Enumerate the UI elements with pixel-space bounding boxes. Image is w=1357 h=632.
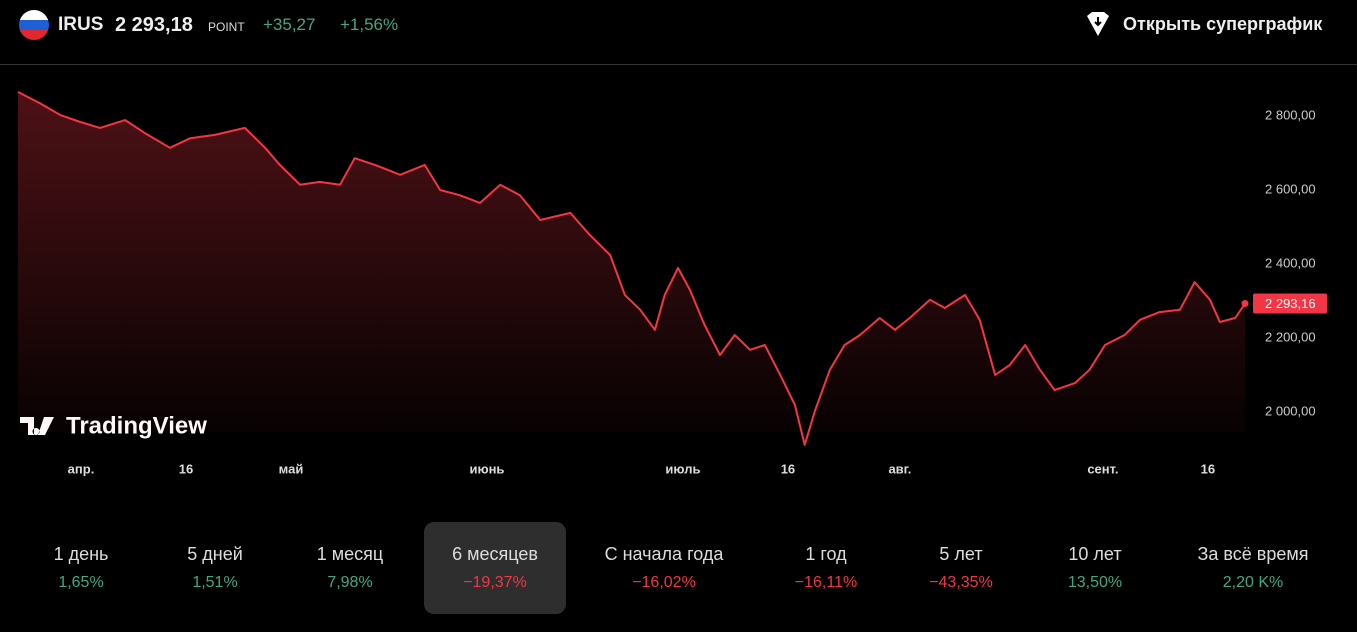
period-tab[interactable]: 5 лет −43,35% (890, 522, 1032, 614)
supergraph-icon[interactable] (1084, 10, 1112, 38)
period-change: 1,51% (192, 574, 238, 591)
period-label: 10 лет (1068, 544, 1122, 564)
x-tick-label: 16 (1201, 461, 1215, 476)
last-price-box (1253, 293, 1327, 314)
y-tick-label: 2 600,00 (1265, 181, 1316, 196)
flag-icon (19, 10, 49, 40)
x-tick-label: сент. (1087, 461, 1118, 476)
last-price-label: 2 293,16 (1265, 296, 1316, 311)
period-tab[interactable]: 6 месяцев −19,37% (424, 522, 566, 614)
x-tick-label: апр. (68, 461, 95, 476)
period-tab[interactable]: 5 дней 1,51% (144, 522, 286, 614)
x-tick-label: июль (665, 461, 700, 476)
period-tab[interactable]: 1 день 1,65% (10, 522, 152, 614)
period-change: 1,65% (58, 574, 104, 591)
period-change: −16,11% (794, 574, 858, 591)
change: +35,27 (263, 15, 316, 34)
period-change: −16,02% (632, 574, 696, 591)
x-tick-label: 16 (179, 461, 193, 476)
period-change: −43,35% (929, 574, 993, 591)
ticker: IRUS (58, 14, 104, 35)
y-tick-label: 2 200,00 (1265, 329, 1316, 344)
period-label: 1 день (53, 544, 109, 564)
period-label: 5 лет (939, 544, 983, 564)
period-change: 2,20 K% (1222, 574, 1284, 591)
period-change: 7,98% (327, 574, 373, 591)
area (18, 92, 1245, 445)
header: IRUS 2 293,18 POINT +35,27 +1,56% Открыт… (0, 0, 1357, 65)
period-label: 1 год (805, 544, 847, 564)
x-tick-label: 16 (781, 461, 795, 476)
change-percent: +1,56% (340, 15, 399, 34)
y-tick-label: 2 800,00 (1265, 107, 1316, 122)
period-label: За всё время (1197, 544, 1309, 564)
period-label: 6 месяцев (452, 544, 538, 564)
x-tick-label: авг. (888, 461, 911, 476)
period-label: С начала года (604, 544, 724, 564)
open-supergraph-button[interactable]: Открыть суперграфик (1123, 14, 1323, 34)
period-label: 1 месяц (316, 544, 384, 564)
x-tick-label: май (279, 461, 304, 476)
price: 2 293,18 (115, 14, 193, 36)
chart: TradingView 2 000,002 200,002 400,002 60… (17, 91, 1327, 476)
period-tab[interactable]: 1 год −16,11% (755, 522, 897, 614)
price-unit: POINT (208, 20, 245, 34)
period-tab[interactable]: 1 месяц 7,98% (279, 522, 421, 614)
y-tick-label: 2 000,00 (1265, 403, 1316, 418)
y-tick-label: 2 400,00 (1265, 255, 1316, 270)
period-tab[interactable]: За всё время 2,20 K% (1182, 522, 1324, 614)
period-change: 13,50% (1067, 574, 1123, 591)
period-change: −19,37% (463, 574, 527, 591)
period-tab[interactable]: С начала года −16,02% (593, 522, 735, 614)
period-tab[interactable]: 10 лет 13,50% (1024, 522, 1166, 614)
x-tick-label: июнь (469, 461, 504, 476)
last-point (1241, 299, 1249, 307)
period-label: 5 дней (187, 544, 243, 564)
price-line (17, 91, 1246, 446)
